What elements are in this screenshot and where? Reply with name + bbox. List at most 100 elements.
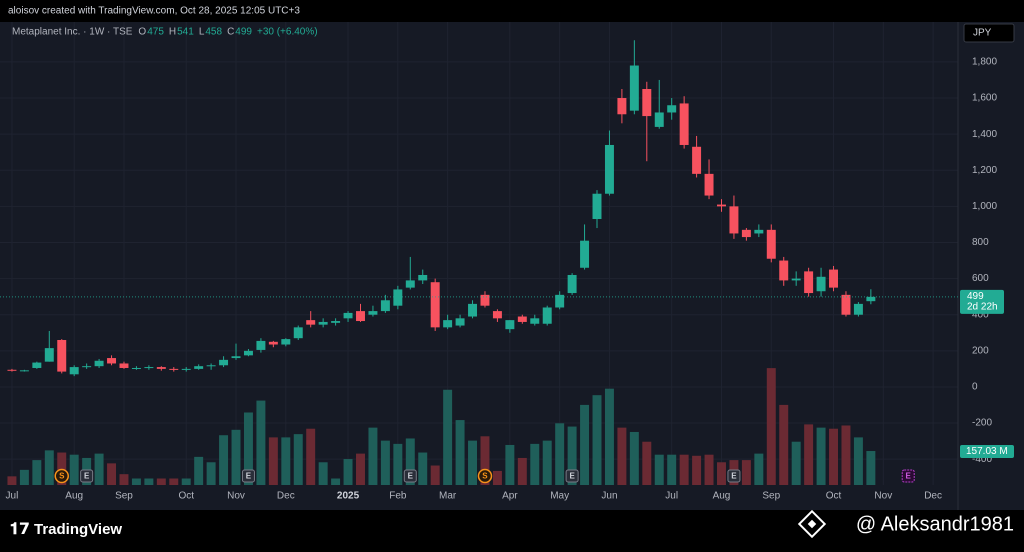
brand: TradingView: [34, 521, 122, 538]
volume-bar: [804, 424, 814, 485]
volume-bar: [654, 454, 664, 485]
candle-body: [741, 229, 751, 238]
volume-bar: [393, 443, 403, 485]
legend-value: 475: [147, 27, 164, 38]
price-tag: [960, 289, 1004, 314]
volume-bar: [679, 454, 689, 485]
event-marker: E: [80, 469, 94, 483]
candle-body: [219, 359, 229, 366]
volume-bar: [169, 478, 179, 485]
volume-bar: [418, 452, 428, 485]
candle-body: [555, 294, 565, 308]
volume-bar: [368, 427, 378, 485]
x-tick-label: Feb: [389, 491, 407, 502]
volume-bar: [144, 478, 154, 485]
volume-bar: [293, 434, 303, 485]
legend-key: L: [199, 27, 205, 38]
candle-body: [866, 296, 876, 302]
volume-bar: [468, 440, 478, 485]
candle-body: [629, 65, 639, 111]
volume-bar: [505, 444, 515, 485]
volume-bar: [692, 455, 702, 485]
volume-bar: [866, 451, 876, 485]
volume-bar: [580, 404, 590, 485]
candle-body: [567, 274, 577, 294]
candle-body: [243, 350, 253, 356]
event-icon: [403, 469, 417, 483]
volume-bar: [816, 427, 826, 485]
candle-body: [119, 363, 129, 368]
candle-body: [256, 340, 266, 350]
y-tick-label: 600: [972, 273, 989, 284]
candle-body: [380, 300, 390, 312]
event-label: E: [906, 472, 912, 481]
currency: JPY: [973, 28, 992, 39]
event-marker: E: [241, 469, 255, 483]
candle-body: [829, 269, 839, 288]
candle-body: [19, 370, 29, 372]
candle-body: [530, 318, 540, 324]
candle-body: [69, 367, 79, 375]
volume-bar: [306, 428, 316, 485]
volume-bar: [754, 453, 764, 485]
candle-body: [667, 105, 677, 113]
volume-bar: [779, 404, 789, 485]
volume-tag: [960, 445, 1014, 459]
candle-body: [517, 316, 527, 322]
event-icon: [80, 469, 94, 483]
y-tick-label: 1,200: [972, 165, 997, 176]
x-tick-label: Jul: [6, 491, 19, 502]
volume-bar: [791, 441, 801, 485]
volume-bar: [617, 427, 627, 485]
candle-body: [580, 240, 590, 268]
legend-change: +30 (+6.40%): [257, 27, 318, 38]
legend-value: 499: [235, 27, 252, 38]
event-label: E: [408, 472, 414, 481]
event-label: E: [84, 472, 90, 481]
volume-bar: [206, 462, 216, 485]
chart-area: [0, 22, 1024, 510]
volume-bar: [181, 478, 191, 485]
volume-tag-value: 157.03 M: [966, 446, 1008, 457]
event-marker: S: [477, 468, 493, 484]
author: @ Aleksandr1981: [856, 513, 1014, 535]
volume-bar: [567, 426, 577, 485]
volume-bar: [156, 478, 166, 485]
x-tick-label: Aug: [65, 491, 83, 502]
candle-body: [841, 294, 851, 315]
x-tick-label: Mar: [439, 491, 457, 502]
event-marker: E: [727, 469, 741, 483]
event-icon: [565, 469, 579, 483]
volume-bar: [107, 463, 117, 485]
price-tag-countdown: 2d 22h: [967, 301, 998, 312]
event-icon: [477, 468, 493, 484]
legend-key: H: [169, 27, 176, 38]
volume-bar: [741, 460, 751, 485]
y-tick-label: 800: [972, 237, 989, 248]
candle-body: [679, 103, 689, 145]
volume-bar: [704, 454, 714, 485]
volume-bar: [343, 459, 353, 485]
legend-value: 541: [177, 27, 194, 38]
volume-bar: [331, 478, 341, 485]
event-marker: E: [565, 469, 579, 483]
candle-body: [717, 204, 726, 207]
candle-body: [44, 348, 54, 362]
volume-bar: [517, 457, 527, 485]
candle-body: [57, 339, 67, 372]
candle-body: [82, 366, 92, 368]
x-tick-label: Sep: [762, 491, 780, 502]
legend-value: 458: [205, 27, 222, 38]
volume-bar: [318, 462, 328, 485]
x-tick-label: Jul: [665, 491, 678, 502]
event-label: E: [569, 472, 575, 481]
volume-bar: [629, 431, 639, 485]
candle-body: [492, 311, 502, 319]
candle-body: [343, 312, 353, 319]
candle-body: [455, 318, 465, 326]
event-icon: [901, 469, 915, 483]
volume-bar: [717, 462, 726, 485]
candle-body: [617, 98, 627, 115]
candle-body: [766, 229, 776, 259]
candle-body: [194, 366, 204, 369]
